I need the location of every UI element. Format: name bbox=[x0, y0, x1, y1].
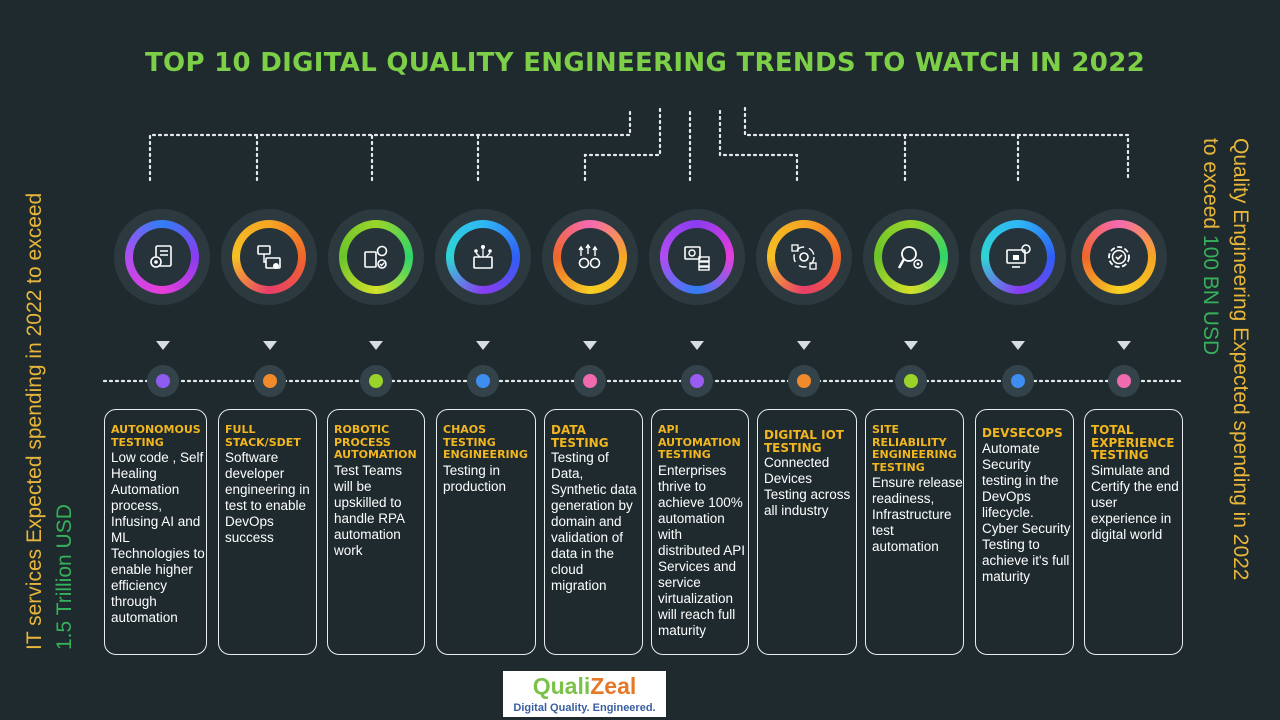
trend-card-devsecops: DEVSECOPS Automate Security testing in t… bbox=[975, 409, 1074, 655]
trend-body: Low code , Self Healing Automation proce… bbox=[111, 450, 205, 625]
trend-card-site-reliability: SITE RELIABILITY ENGINEERING TESTING Ens… bbox=[865, 409, 964, 655]
magnifier-gear-icon bbox=[897, 246, 923, 269]
trend-heading: DATA TESTING bbox=[551, 423, 609, 450]
timeline-dot-3 bbox=[360, 365, 392, 397]
page-title: TOP 10 DIGITAL QUALITY ENGINEERING TREND… bbox=[145, 48, 1145, 78]
pointer-triangle-10 bbox=[1117, 341, 1131, 350]
trend-icon-site-reliability bbox=[863, 209, 959, 305]
logo-brand: QualiZeal bbox=[532, 673, 637, 699]
trend-icon-chaos-testing bbox=[435, 209, 531, 305]
left-side-note: IT services Expected spending in 2022 to… bbox=[20, 130, 80, 650]
trend-body: Enterprises thrive to achieve 100% autom… bbox=[658, 462, 746, 638]
trend-icon-rpa bbox=[328, 209, 424, 305]
trend-icon-autonomous-testing bbox=[114, 209, 210, 305]
trend-body: Connected Devices Testing across all ind… bbox=[764, 455, 851, 518]
trend-card-chaos-testing: CHAOS TESTING ENGINEERING Testing in pro… bbox=[436, 409, 536, 655]
trend-card-rpa: ROBOTIC PROCESS AUTOMATION Test Teams wi… bbox=[327, 409, 425, 655]
right-side-line-2-value: 100 BN USD bbox=[1199, 234, 1222, 356]
trend-body: Ensure release readiness, Infrastructure… bbox=[872, 475, 963, 554]
gear-check-icon bbox=[1108, 246, 1130, 268]
timeline-dot-1 bbox=[147, 365, 179, 397]
trend-body: Software developer engineering in test t… bbox=[225, 450, 310, 545]
trend-card-iot-testing: DIGITAL IOT TESTING Connected Devices Te… bbox=[757, 409, 857, 655]
timeline-dot-4 bbox=[467, 365, 499, 397]
right-side-line-2-prefix: to exceed bbox=[1199, 138, 1222, 235]
trend-body: Automate Security testing in the DevOps … bbox=[982, 440, 1071, 584]
trend-card-full-stack: FULL STACK/SDET Software developer engin… bbox=[218, 409, 317, 655]
timeline-dot-2 bbox=[254, 365, 286, 397]
pointer-triangle-9 bbox=[1011, 341, 1025, 350]
right-side-line-1: Quality Engineering Expected spending in… bbox=[1229, 138, 1252, 581]
api-server-icon bbox=[684, 246, 710, 271]
trend-icon-data-testing bbox=[542, 209, 638, 305]
trend-heading: ROBOTIC PROCESS AUTOMATION bbox=[334, 423, 417, 461]
trend-body: Testing in production bbox=[443, 462, 507, 494]
timeline-dot-10 bbox=[1108, 365, 1140, 397]
left-side-line-2: 1.5 Trillion USD bbox=[53, 504, 76, 650]
trend-heading: DIGITAL IOT TESTING bbox=[764, 428, 844, 455]
logo-tagline: Digital Quality. Engineered. bbox=[513, 702, 656, 714]
right-side-note: Quality Engineering Expected spending in… bbox=[1195, 138, 1255, 658]
trend-body: Simulate and Certify the end user experi… bbox=[1091, 462, 1179, 542]
trend-card-total-experience: TOTAL EXPERIENCE TESTING Simulate and Ce… bbox=[1084, 409, 1183, 655]
process-gear-icon bbox=[364, 245, 388, 269]
left-side-line-1: IT services Expected spending in 2022 to… bbox=[23, 192, 46, 650]
pointer-triangle-8 bbox=[904, 341, 918, 350]
flow-document-icon bbox=[257, 245, 281, 269]
timeline-dot-5 bbox=[574, 365, 606, 397]
timeline-dot-7 bbox=[788, 365, 820, 397]
gear-document-icon bbox=[150, 245, 172, 268]
network-board-icon bbox=[473, 245, 493, 269]
trend-card-autonomous-testing: AUTONOMOUS TESTING Low code , Self Heali… bbox=[104, 409, 207, 655]
trend-icon-total-experience bbox=[1071, 209, 1167, 305]
pointer-triangle-3 bbox=[369, 341, 383, 350]
trend-icon-devsecops bbox=[970, 209, 1066, 305]
pointer-triangle-1 bbox=[156, 341, 170, 350]
timeline-dot-9 bbox=[1002, 365, 1034, 397]
pointer-triangle-7 bbox=[797, 341, 811, 350]
trend-heading: FULL STACK/SDET bbox=[225, 423, 301, 449]
trend-icon-full-stack bbox=[221, 209, 317, 305]
trend-card-api-testing: API AUTOMATION TESTING Enterprises thriv… bbox=[651, 409, 749, 655]
pointer-triangle-6 bbox=[690, 341, 704, 350]
security-screen-icon bbox=[1006, 244, 1031, 268]
timeline-dot-6 bbox=[681, 365, 713, 397]
trend-card-data-testing: DATA TESTING Testing of Data, Synthetic … bbox=[544, 409, 643, 655]
trend-heading: TOTAL EXPERIENCE TESTING bbox=[1091, 423, 1175, 462]
trend-body: Testing of Data, Synthetic data generati… bbox=[551, 450, 637, 593]
gears-arrows-icon bbox=[578, 243, 601, 269]
pointer-triangle-5 bbox=[583, 341, 597, 350]
trend-heading: AUTONOMOUS TESTING bbox=[111, 423, 201, 449]
pointer-triangle-2 bbox=[263, 341, 277, 350]
trend-icon-api-testing bbox=[649, 209, 745, 305]
trend-icon-iot-testing bbox=[756, 209, 852, 305]
trend-heading: API AUTOMATION TESTING bbox=[658, 423, 741, 461]
iot-cycle-icon bbox=[791, 244, 817, 270]
trend-heading: CHAOS TESTING ENGINEERING bbox=[443, 423, 528, 461]
trend-heading: SITE RELIABILITY ENGINEERING TESTING bbox=[872, 423, 957, 474]
pointer-triangle-4 bbox=[476, 341, 490, 350]
qualizeal-logo: QualiZeal Digital Quality. Engineered. bbox=[503, 671, 666, 717]
timeline-dot-8 bbox=[895, 365, 927, 397]
trend-body: Test Teams will be upskilled to handle R… bbox=[334, 462, 405, 558]
trend-heading: DEVSECOPS bbox=[982, 426, 1063, 440]
